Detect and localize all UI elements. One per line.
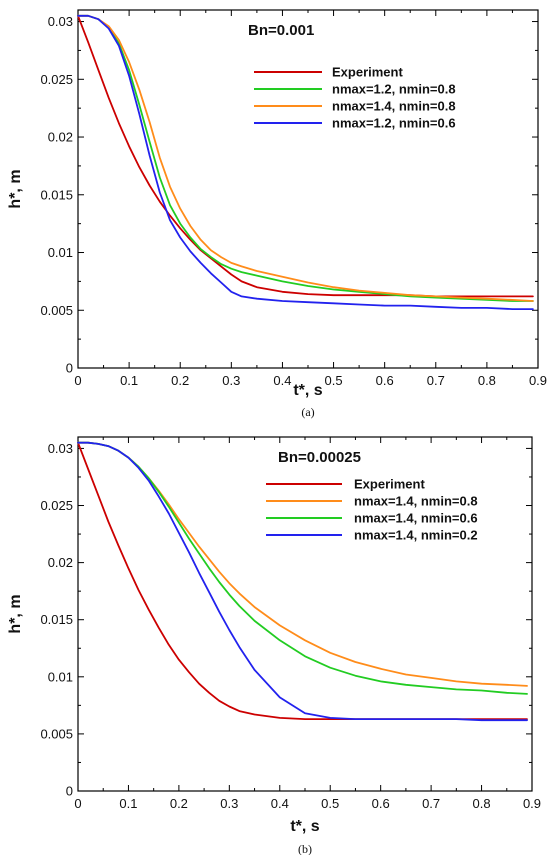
series-line-0 — [77, 14, 534, 298]
x-tick-label: 0.8 — [478, 373, 496, 388]
y-tick-label: 0.01 — [48, 245, 73, 260]
y-tick-label: 0.015 — [40, 612, 73, 627]
plot-frame — [77, 9, 539, 369]
chart-title: Bn=0.00025 — [278, 449, 361, 466]
legend-label-0: Experiment — [354, 477, 425, 492]
y-tick-label: 0.01 — [48, 669, 73, 684]
chart-panel-a: 0 0.1 0.2 0.3 0.4 0.5 0.6 0.7 0.8 0.9 0 0.005 0.01 0.… — [7, 9, 547, 419]
x-tick-label: 0.7 — [422, 796, 440, 811]
legend-label-3: nmax=1.2, nmin=0.6 — [332, 116, 456, 131]
y-tick-label: 0.02 — [48, 130, 73, 145]
x-tick-label: 0.2 — [170, 796, 188, 811]
series-line-1 — [77, 441, 528, 687]
y-tick-label: 0.03 — [48, 441, 73, 456]
x-tick-label: 0.1 — [120, 373, 138, 388]
x-tick-label: 0.4 — [271, 796, 289, 811]
x-tick-label: 0.6 — [372, 796, 390, 811]
y-axis-label: h*, m — [7, 169, 24, 208]
y-axis-label: h*, m — [7, 594, 24, 633]
series-line-2 — [77, 14, 534, 302]
chart-panel-b: 0 0.1 0.2 0.3 0.4 0.5 0.6 0.7 0.8 0.9 0 0.005 0.01 0.… — [7, 436, 541, 855]
legend: Experiment nmax=1.4, nmin=0.8 nmax=1.4, nm… — [266, 477, 478, 543]
x-tick-label: 0.6 — [376, 373, 394, 388]
x-tick-label: 0.2 — [171, 373, 189, 388]
legend-label-0: Experiment — [332, 65, 403, 80]
figure-caption: (b) — [298, 842, 312, 855]
series-line-1 — [77, 14, 534, 302]
x-axis-label: t*, s — [290, 818, 319, 835]
x-tick-label: 0.7 — [427, 373, 445, 388]
plot-frame — [77, 436, 533, 792]
y-tick-label: 0.005 — [40, 726, 73, 741]
y-tick-label: 0.03 — [48, 14, 73, 29]
x-tick-label: 0 — [74, 373, 81, 388]
legend-label-3: nmax=1.4, nmin=0.2 — [354, 528, 478, 543]
figure-caption: (a) — [301, 405, 314, 419]
y-tick-label: 0 — [66, 784, 73, 799]
y-tick-label: 0.005 — [40, 303, 73, 318]
x-tick-label: 0.3 — [222, 373, 240, 388]
y-tick-label: 0.02 — [48, 555, 73, 570]
y-tick-label: 0.025 — [40, 72, 73, 87]
y-tick-label: 0.025 — [40, 498, 73, 513]
y-tick-label: 0.015 — [40, 187, 73, 202]
x-tick-label: 0.5 — [321, 796, 339, 811]
legend-label-1: nmax=1.4, nmin=0.8 — [354, 494, 478, 509]
x-tick-label: 0.5 — [325, 373, 343, 388]
legend-label-2: nmax=1.4, nmin=0.6 — [354, 511, 478, 526]
x-tick-label: 0 — [74, 796, 81, 811]
x-tick-label: 0.1 — [119, 796, 137, 811]
series-line-3 — [77, 14, 534, 311]
y-tick-label: 0 — [66, 361, 73, 376]
series-line-2 — [77, 441, 528, 695]
chart-title: Bn=0.001 — [248, 22, 314, 39]
series-line-3 — [77, 441, 528, 722]
x-tick-label: 0.3 — [220, 796, 238, 811]
legend: Experiment nmax=1.2, nmin=0.8 nmax=1.4, nm… — [254, 65, 456, 131]
x-tick-label: 0.8 — [473, 796, 491, 811]
x-tick-label: 0.9 — [529, 373, 547, 388]
legend-label-2: nmax=1.4, nmin=0.8 — [332, 99, 456, 114]
x-tick-label: 0.9 — [523, 796, 541, 811]
legend-label-1: nmax=1.2, nmin=0.8 — [332, 82, 456, 97]
x-tick-label: 0.4 — [273, 373, 291, 388]
x-axis-label: t*, s — [293, 382, 322, 399]
